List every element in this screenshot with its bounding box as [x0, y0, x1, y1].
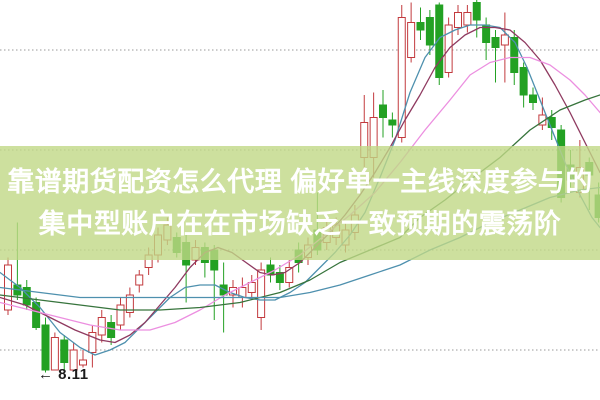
- banner-line-1: 靠谱期货配资怎么代理 偏好单一主线深度参与的: [7, 166, 593, 197]
- low-price-annotation: ← 8.11: [38, 366, 89, 383]
- ma-fast-blue: [0, 24, 600, 356]
- banner-line-2: 集中型账户在在市场缺乏一致预期的震荡阶: [38, 208, 562, 239]
- overlay-banner: 靠谱期货配资怎么代理 偏好单一主线深度参与的 集中型账户在在市场缺乏一致预期的震…: [0, 146, 600, 260]
